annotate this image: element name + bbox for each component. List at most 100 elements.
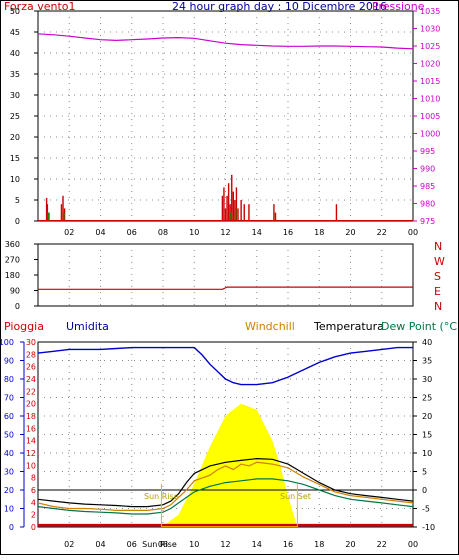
compass-label-2: S [434,270,441,283]
humidity-y-tick-6: 60 [4,412,14,421]
wind-y-tick-2: 10 [10,175,20,184]
wind-x-tick-11: 00 [408,228,418,237]
wind-x-tick-3: 08 [158,228,168,237]
windchill-line [37,461,414,511]
temperature-x-tick-9: 20 [345,540,355,549]
compass-label-0: N [434,240,442,253]
temperature-y-tick-0: 40 [422,338,432,347]
direction-marks [38,286,413,290]
pressure-y-ticks: 975 980 985 990 995 1000 1005 1010 1015 1020 1025 1… [413,7,440,226]
wind-y-tick-4: 20 [10,133,20,142]
wind-y-tick-1: 5 [15,196,20,205]
temperature-x-tick-1: 04 [95,540,105,549]
rain-y-tick-0: 0 [31,523,36,532]
sun-area [161,403,298,527]
rain-y-tick-6: 12 [26,449,36,458]
direction-y-ticks: 0 90 180 270 360 [5,240,38,311]
dewpoint-line [37,478,414,515]
dewpoint-legend: Dew Point (°C [381,320,457,333]
wind-x-tick-0: 02 [64,228,74,237]
pressure-y-tick-8: 1015 [420,77,440,86]
wind-y-tick-5: 25 [10,112,20,121]
humidity-y-tick-4: 40 [4,449,14,458]
wind-y-tick-0: 0 [15,217,20,226]
pressure-line [37,33,414,50]
temperature-x-tick-11: 00 [408,540,418,549]
rain-y-tick-10: 20 [26,400,36,409]
temperature-humidity-panel: Pioggia Umidita Windchill Temperatura De… [0,320,457,549]
rain-y-tick-13: 26 [26,363,36,372]
wind-y-tick-6: 30 [10,91,20,100]
pressure-y-tick-6: 1005 [420,112,440,121]
temperature-legend: Temperatura [313,320,384,333]
humidity-y-tick-0: 0 [9,523,14,532]
temperature-y-tick-8: 0 [422,486,427,495]
rain-y-tick-15: 30 [26,338,36,347]
wind-y-tick-9: 45 [10,28,20,37]
temperature-x-ticks: 02 04 06 08 10 12 14 16 18 20 22 00 Sun Rise [64,540,418,549]
humidity-y-tick-3: 30 [4,468,14,477]
temperature-y-tick-4: 20 [422,412,432,421]
rain-legend: Pioggia [4,320,44,333]
direction-y-tick-1: 90 [10,287,20,296]
wind-y-tick-10: 50 [10,7,20,16]
pressure-y-tick-10: 1025 [420,42,440,51]
temperature-marks [37,346,414,527]
humidity-y-ticks: 0 10 20 30 40 50 60 70 80 90 100 [0,338,24,532]
windchill-legend: Windchill [245,320,295,333]
sun-set-label: Sun Set [280,492,311,501]
temperature-y-ticks: 40 35 30 25 20 15 10 5 0 -5 -10 [413,338,435,532]
rain-y-tick-5: 10 [26,461,36,470]
pressure-y-tick-5: 1000 [420,130,440,139]
pressure-y-tick-9: 1020 [420,60,440,69]
humidity-y-tick-7: 70 [4,394,14,403]
temperature-y-tick-10: -10 [422,523,435,532]
humidity-y-tick-2: 20 [4,486,14,495]
temperature-x-tick-3: 08 [158,540,168,549]
temperature-x-tick-4: 10 [189,540,199,549]
temperature-x-tick-7: 16 [283,540,293,549]
wind-x-tick-7: 16 [283,228,293,237]
wind-y-tick-7: 35 [10,70,20,79]
humidity-y-tick-1: 10 [4,505,14,514]
wind-pressure-grid [38,11,413,221]
compass-label-3: E [434,285,441,298]
temperature-x-tick-2: 06 [127,540,137,549]
temperature-y-tick-6: 10 [422,449,432,458]
wind-x-tick-6: 14 [252,228,262,237]
wind-x-tick-10: 22 [377,228,387,237]
compass-label-4: N [434,300,442,313]
direction-grid [68,244,383,306]
temperature-y-tick-7: 5 [422,468,427,477]
wind-pressure-marks [37,33,414,221]
temperature-x-tick-5: 12 [220,540,230,549]
wind-x-ticks: 02 04 06 08 10 12 14 16 18 20 22 00 [64,228,418,237]
wind-pressure-panel: Forza vento1 24 hour graph day : 10 Dice… [4,0,440,237]
humidity-y-tick-8: 80 [4,375,14,384]
direction-line [38,286,413,290]
rain-y-tick-3: 6 [31,486,36,495]
wind-x-tick-9: 20 [345,228,355,237]
pressure-y-tick-4: 995 [420,147,435,156]
temperature-x-tick-0: 02 [64,540,74,549]
wind-force-title: Forza vento1 [4,0,76,13]
temperature-x-tick-6: 14 [252,540,262,549]
wind-x-tick-5: 12 [220,228,230,237]
graph-date-title: 24 hour graph day : 10 Dicembre 2016 [172,0,387,13]
direction-y-tick-3: 270 [5,256,20,265]
temperature-x-tick-10: 22 [377,540,387,549]
pressure-y-tick-7: 1010 [420,95,440,104]
direction-y-tick-0: 0 [15,302,20,311]
wind-y-tick-3: 15 [10,154,20,163]
direction-y-tick-2: 180 [5,271,20,280]
temperature-y-tick-5: 15 [422,431,432,440]
pressure-y-tick-11: 1030 [420,25,440,34]
pressure-y-tick-0: 975 [420,217,435,226]
wind-x-tick-1: 04 [95,228,105,237]
temperature-line [37,457,414,508]
